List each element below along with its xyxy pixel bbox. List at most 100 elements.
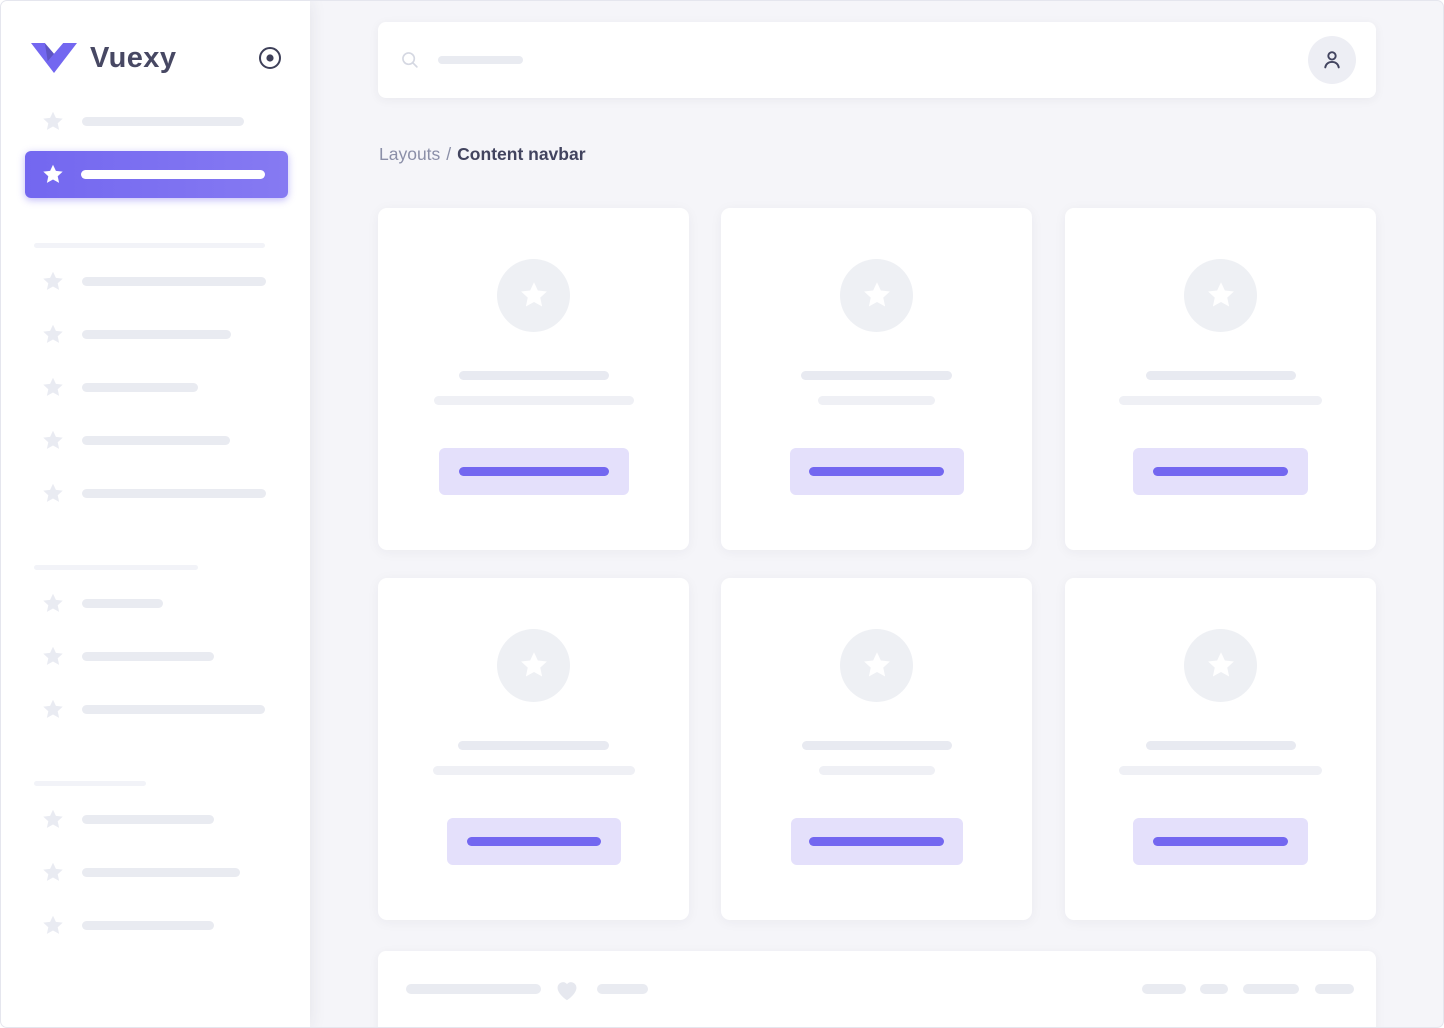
breadcrumb-separator: / <box>446 144 452 164</box>
sidebar-section <box>1 243 310 520</box>
sidebar-item[interactable] <box>1 308 310 361</box>
placeholder-card <box>378 208 689 550</box>
button-label-placeholder <box>1153 467 1288 476</box>
star-icon <box>41 323 65 347</box>
footer-link-placeholder[interactable] <box>1200 984 1228 994</box>
star-icon <box>41 592 65 616</box>
card-avatar-circle <box>840 629 913 702</box>
placeholder-card <box>721 578 1032 920</box>
sidebar-item[interactable] <box>1 846 310 899</box>
card-avatar-circle <box>1184 259 1257 332</box>
sidebar-item[interactable] <box>1 630 310 683</box>
breadcrumb-link-parent[interactable]: Layouts <box>379 144 441 164</box>
card-subtitle-placeholder <box>818 766 935 775</box>
sidebar-item[interactable] <box>1 414 310 467</box>
sidebar: Vuexy <box>1 1 310 1027</box>
footer <box>378 951 1376 1027</box>
card-subtitle-placeholder <box>818 396 935 405</box>
card-button[interactable] <box>446 818 621 865</box>
sidebar-menu <box>1 95 310 952</box>
card-button[interactable] <box>789 448 964 495</box>
card-title-placeholder <box>458 741 609 750</box>
button-label-placeholder <box>466 837 601 846</box>
card-title-placeholder <box>458 371 609 380</box>
breadcrumb-current: Content navbar <box>457 144 586 164</box>
sidebar-item[interactable] <box>1 255 310 308</box>
footer-credit-link-placeholder[interactable] <box>597 984 648 994</box>
menu-label-placeholder <box>82 489 266 498</box>
menu-label-placeholder <box>82 436 230 445</box>
menu-label-placeholder <box>82 921 214 930</box>
card-avatar-circle <box>497 259 570 332</box>
content-area: Layouts / Content navbar <box>378 1 1376 1027</box>
star-icon <box>41 645 65 669</box>
user-avatar-button[interactable] <box>1308 36 1356 84</box>
card-title-placeholder <box>1145 371 1296 380</box>
footer-link-placeholder[interactable] <box>1315 984 1354 994</box>
section-header-placeholder <box>34 243 265 248</box>
sidebar-item[interactable] <box>1 683 310 736</box>
search-icon <box>402 52 418 68</box>
footer-link-placeholder[interactable] <box>1243 984 1299 994</box>
sidebar-item[interactable] <box>1 467 310 520</box>
menu-label-placeholder <box>82 868 240 877</box>
star-icon <box>518 280 550 312</box>
brand-logo-link[interactable]: Vuexy <box>31 42 176 75</box>
sidebar-item-active[interactable] <box>25 151 288 198</box>
card-button[interactable] <box>1133 818 1308 865</box>
card-button[interactable] <box>438 448 629 495</box>
breadcrumb: Layouts / Content navbar <box>379 144 586 165</box>
card-avatar-circle <box>840 259 913 332</box>
footer-link-placeholder[interactable] <box>1142 984 1186 994</box>
card-button[interactable] <box>1133 448 1308 495</box>
placeholder-card <box>721 208 1032 550</box>
menu-label-placeholder <box>81 170 265 179</box>
menu-label-placeholder <box>82 815 214 824</box>
card-subtitle-placeholder <box>432 766 635 775</box>
section-header-placeholder <box>34 565 198 570</box>
card-title-placeholder <box>1145 741 1296 750</box>
menu-label-placeholder <box>82 117 244 126</box>
star-icon <box>41 270 65 294</box>
sidebar-section <box>1 565 310 736</box>
placeholder-card <box>378 578 689 920</box>
button-label-placeholder <box>809 467 944 476</box>
sidebar-pin-toggle-icon[interactable] <box>258 46 282 70</box>
sidebar-item[interactable] <box>1 577 310 630</box>
placeholder-card <box>1065 208 1376 550</box>
star-icon <box>1205 280 1237 312</box>
search-input[interactable] <box>399 49 523 71</box>
card-subtitle-placeholder <box>1119 766 1322 775</box>
sidebar-item[interactable] <box>1 95 310 148</box>
sidebar-section <box>1 781 310 952</box>
menu-label-placeholder <box>82 330 231 339</box>
sidebar-item[interactable] <box>1 361 310 414</box>
menu-label-placeholder <box>82 277 266 286</box>
sidebar-item[interactable] <box>1 899 310 952</box>
card-avatar-circle <box>1184 629 1257 702</box>
button-label-placeholder <box>1153 837 1288 846</box>
star-icon <box>518 650 550 682</box>
card-subtitle-placeholder <box>433 396 634 405</box>
card-button[interactable] <box>790 818 963 865</box>
star-icon <box>41 376 65 400</box>
star-icon <box>41 808 65 832</box>
card-title-placeholder <box>801 741 952 750</box>
menu-label-placeholder <box>82 383 198 392</box>
button-label-placeholder <box>458 467 609 476</box>
star-icon <box>861 650 893 682</box>
button-label-placeholder <box>809 837 944 846</box>
sidebar-item[interactable] <box>1 793 310 846</box>
card-grid <box>378 208 1376 920</box>
card-avatar-circle <box>497 629 570 702</box>
placeholder-card <box>1065 578 1376 920</box>
card-subtitle-placeholder <box>1119 396 1322 405</box>
star-icon <box>41 110 65 134</box>
brand-name: Vuexy <box>90 41 177 74</box>
footer-content <box>406 977 1354 1001</box>
menu-label-placeholder <box>82 705 265 714</box>
section-header-placeholder <box>34 781 146 786</box>
star-icon <box>41 861 65 885</box>
heart-icon <box>554 977 580 1001</box>
